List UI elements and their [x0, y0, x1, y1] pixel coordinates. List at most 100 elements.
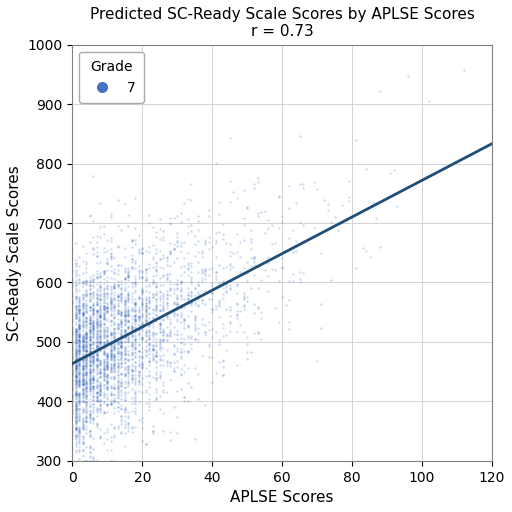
Point — [79, 378, 87, 387]
Point — [82, 291, 91, 299]
Point — [89, 414, 97, 422]
Point — [142, 295, 150, 303]
Point — [117, 380, 125, 388]
Point — [253, 329, 262, 337]
Point — [127, 251, 136, 259]
Point — [159, 328, 167, 336]
Point — [72, 311, 80, 319]
Point — [138, 353, 146, 361]
Point — [72, 337, 80, 346]
Point — [169, 342, 178, 350]
Point — [117, 386, 125, 394]
Point — [250, 253, 258, 261]
Point — [100, 302, 108, 310]
Point — [117, 369, 125, 377]
Point — [135, 321, 143, 329]
Point — [299, 237, 307, 245]
Point — [159, 336, 167, 345]
Point — [79, 370, 87, 378]
Point — [96, 381, 104, 389]
Point — [75, 332, 83, 340]
Point — [82, 408, 91, 416]
Point — [131, 344, 139, 352]
Point — [79, 344, 87, 352]
Point — [142, 301, 150, 309]
Point — [166, 331, 174, 339]
Point — [68, 367, 76, 375]
Point — [79, 342, 87, 350]
Point — [93, 280, 101, 288]
Point — [110, 265, 118, 273]
Point — [82, 380, 91, 389]
Point — [79, 312, 87, 320]
Point — [93, 329, 101, 337]
Point — [68, 358, 76, 366]
Point — [337, 201, 346, 209]
Point — [82, 322, 91, 330]
Point — [79, 318, 87, 326]
Point — [110, 284, 118, 292]
Point — [100, 287, 108, 295]
Point — [131, 315, 139, 323]
Point — [100, 329, 108, 337]
Point — [86, 418, 94, 426]
Point — [72, 338, 80, 346]
Point — [131, 376, 139, 385]
Point — [72, 310, 80, 318]
Point — [68, 330, 76, 338]
Point — [208, 333, 216, 341]
Point — [327, 276, 335, 284]
Point — [117, 319, 125, 327]
Point — [72, 286, 80, 294]
Point — [117, 316, 125, 325]
Point — [89, 244, 97, 252]
Point — [110, 294, 118, 303]
Point — [177, 309, 185, 317]
Point — [187, 291, 195, 300]
Point — [100, 270, 108, 279]
Point — [145, 326, 154, 334]
Point — [387, 168, 395, 177]
Point — [79, 347, 87, 355]
Point — [156, 352, 164, 360]
Point — [117, 375, 125, 383]
Point — [142, 299, 150, 307]
Point — [72, 376, 80, 384]
Point — [106, 297, 115, 305]
Point — [169, 368, 178, 376]
Point — [82, 379, 91, 387]
Point — [114, 380, 122, 388]
Point — [82, 351, 91, 359]
Point — [86, 334, 94, 343]
Point — [121, 333, 129, 342]
Point — [121, 370, 129, 378]
Point — [106, 295, 115, 304]
Point — [89, 356, 97, 365]
Point — [82, 307, 91, 315]
Point — [106, 344, 115, 352]
Point — [68, 391, 76, 399]
Point — [89, 313, 97, 322]
Point — [131, 400, 139, 408]
Point — [110, 353, 118, 361]
Point — [86, 448, 94, 456]
Point — [82, 347, 91, 355]
Point — [243, 297, 251, 305]
Point — [96, 258, 104, 266]
Point — [89, 306, 97, 314]
Point — [86, 327, 94, 335]
Point — [142, 317, 150, 325]
Point — [110, 303, 118, 311]
Point — [142, 307, 150, 315]
Point — [152, 284, 160, 292]
Point — [82, 393, 91, 401]
Point — [93, 238, 101, 246]
Point — [278, 212, 286, 221]
Point — [198, 253, 206, 262]
Point — [72, 355, 80, 363]
Point — [89, 318, 97, 327]
Point — [211, 268, 220, 276]
Point — [253, 209, 262, 218]
Point — [124, 290, 133, 298]
Point — [100, 362, 108, 371]
